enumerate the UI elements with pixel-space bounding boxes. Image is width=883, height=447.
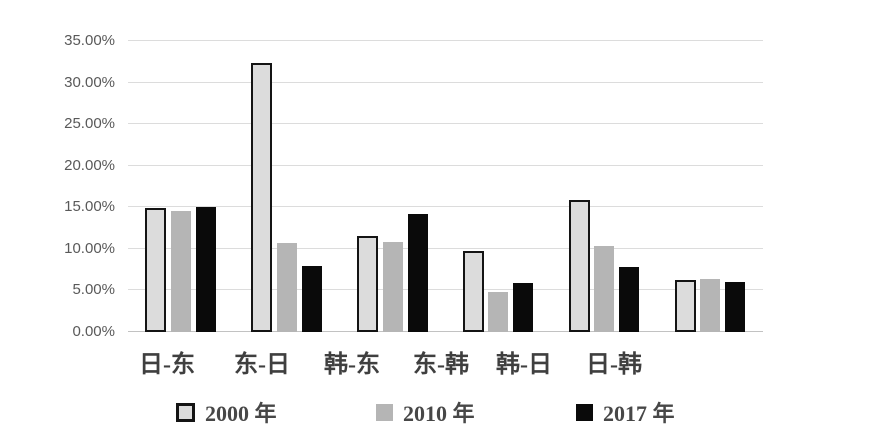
gridline <box>128 81 763 83</box>
y-axis-tick-label: 20.00% <box>64 156 115 174</box>
bar <box>407 213 428 332</box>
bar <box>513 282 534 332</box>
x-axis-category-label: 日-韩 <box>586 352 642 378</box>
legend-label: 2010 年 <box>403 401 475 426</box>
bar <box>145 208 167 332</box>
bar <box>462 250 484 332</box>
y-axis-tick-label: 35.00% <box>64 32 115 49</box>
bar <box>357 236 379 332</box>
bar <box>725 282 746 332</box>
y-axis-tick-label: 10.00% <box>64 239 115 257</box>
bar <box>170 210 191 332</box>
bar <box>488 292 509 332</box>
gridline <box>128 247 763 249</box>
legend-label: 2000 年 <box>205 401 277 426</box>
x-axis-category-label: 东-日 <box>234 352 290 378</box>
legend-swatch <box>376 403 393 421</box>
bar <box>700 278 721 332</box>
bar <box>195 207 216 332</box>
bar <box>276 243 297 332</box>
y-axis-tick-label: 15.00% <box>64 198 115 216</box>
y-axis-tick-label: 25.00% <box>64 115 115 133</box>
bar <box>674 280 696 332</box>
bar <box>568 199 590 332</box>
bar <box>301 265 322 332</box>
gridline <box>128 164 763 166</box>
y-axis-tick-label: 30.00% <box>64 73 115 91</box>
legend-item: 2017 年 <box>576 398 675 426</box>
x-axis-category-label: 日-东 <box>139 352 195 378</box>
gridline <box>128 123 763 125</box>
y-axis-tick-label: 5.00% <box>72 281 115 299</box>
legend-item: 2010 年 <box>376 398 475 426</box>
gridline <box>128 331 763 332</box>
x-axis-category-label: 韩-东 <box>324 352 380 378</box>
y-axis-tick-label: 0.00% <box>72 323 115 340</box>
legend-item: 2000 年 <box>176 398 277 426</box>
legend-swatch <box>176 402 195 422</box>
legend-label: 2017 年 <box>603 401 675 426</box>
bar <box>382 242 403 332</box>
gridline <box>128 40 763 41</box>
plot-area <box>128 40 763 332</box>
bar <box>594 245 615 332</box>
x-axis-category-label: 韩-日 <box>496 352 552 378</box>
legend-swatch <box>576 403 593 421</box>
bar <box>251 62 273 332</box>
gridline <box>128 289 763 291</box>
gridline <box>128 206 763 208</box>
x-axis-category-label: 东-韩 <box>413 352 469 378</box>
bar <box>619 267 640 332</box>
